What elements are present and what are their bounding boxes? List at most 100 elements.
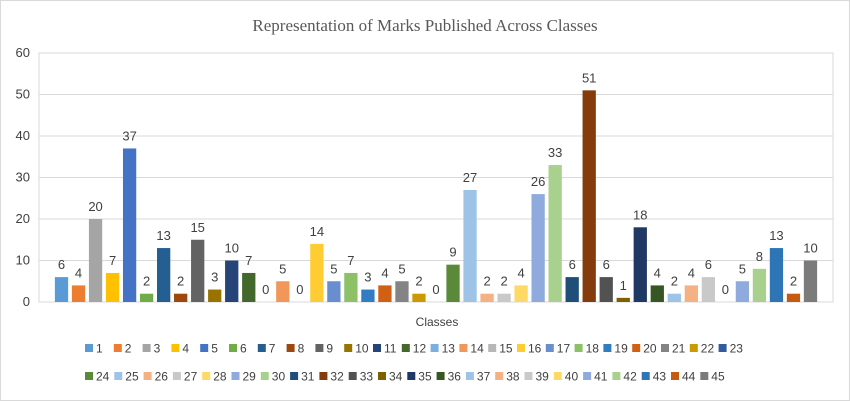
legend-item-9: 9 — [315, 342, 333, 356]
bar-series-4 — [105, 272, 120, 302]
bar-series-6 — [139, 293, 154, 302]
data-label-series-17: 5 — [330, 261, 337, 276]
legend-label: 39 — [536, 370, 550, 384]
legend-item-17: 17 — [545, 342, 571, 356]
legend-label: 30 — [272, 370, 286, 384]
y-tick-label: 20 — [16, 211, 30, 226]
legend-label: 4 — [182, 342, 189, 356]
bar-series-36 — [650, 285, 664, 302]
legend-label: 38 — [506, 370, 520, 384]
legend-item-39: 39 — [524, 370, 550, 384]
bar-series-34 — [616, 297, 630, 302]
legend-item-40: 40 — [553, 370, 578, 384]
chart-title: Representation of Marks Published Across… — [252, 16, 597, 35]
legend-swatch — [114, 372, 123, 380]
legend-swatch — [319, 372, 328, 380]
data-label-series-33: 6 — [603, 257, 610, 272]
legend-swatch — [459, 344, 468, 352]
data-label-series-10: 3 — [211, 270, 218, 285]
legend-item-10: 10 — [344, 342, 369, 356]
bar-series-2 — [71, 285, 86, 302]
legend-item-8: 8 — [286, 342, 305, 356]
legend-item-14: 14 — [459, 342, 484, 356]
data-label-series-41: 5 — [739, 261, 746, 276]
legend-swatch — [113, 344, 122, 352]
legend-swatch — [632, 344, 641, 352]
legend-swatch — [286, 344, 295, 352]
data-label-series-9: 15 — [190, 220, 204, 235]
legend-label: 26 — [155, 370, 169, 384]
legend-item-15: 15 — [488, 342, 513, 356]
legend-swatch — [436, 372, 445, 380]
legend-label: 22 — [701, 342, 715, 356]
legend-item-29: 29 — [231, 370, 256, 384]
legend-label: 12 — [413, 342, 427, 356]
data-label-series-25: 27 — [463, 170, 477, 185]
legend-item-1: 1 — [85, 342, 103, 356]
data-label-series-23: 0 — [432, 282, 439, 297]
legend-swatch — [378, 372, 386, 380]
data-label-series-27: 2 — [500, 274, 507, 289]
legend-swatch — [671, 372, 679, 380]
legend-item-13: 13 — [430, 342, 455, 356]
legend-label: 36 — [448, 370, 462, 384]
legend-item-3: 3 — [142, 342, 161, 356]
legend-label: 44 — [682, 370, 696, 384]
legend-label: 3 — [154, 342, 161, 356]
legend-swatch — [202, 372, 211, 380]
bars — [54, 90, 818, 302]
legend-item-24: 24 — [85, 370, 110, 384]
legend-label: 11 — [384, 342, 397, 356]
legend-item-31: 31 — [290, 370, 315, 384]
data-label-series-3: 20 — [88, 199, 102, 214]
legend-label: 23 — [730, 342, 744, 356]
data-label-series-37: 2 — [671, 274, 678, 289]
legend-label: 31 — [301, 370, 315, 384]
legend-item-5: 5 — [200, 342, 218, 356]
bar-series-28 — [514, 285, 528, 302]
data-label-series-42: 8 — [756, 249, 763, 264]
bar-series-1 — [54, 277, 69, 302]
legend-label: 28 — [213, 370, 227, 384]
data-label-series-2: 4 — [75, 265, 82, 280]
data-label-series-20: 4 — [381, 265, 388, 280]
legend-swatch — [488, 344, 497, 352]
legend-label: 15 — [499, 342, 513, 356]
data-label-series-44: 2 — [790, 274, 797, 289]
data-label-series-31: 6 — [569, 257, 576, 272]
legend-swatch — [142, 344, 151, 352]
legend-swatch — [430, 344, 439, 352]
data-label-series-6: 2 — [143, 274, 150, 289]
y-tick-label: 50 — [16, 87, 30, 102]
legend-swatch — [200, 344, 209, 352]
data-label-series-21: 5 — [398, 261, 405, 276]
legend-item-12: 12 — [401, 342, 427, 356]
bar-series-38 — [684, 285, 698, 302]
legend-item-11: 11 — [373, 342, 397, 356]
data-label-series-29: 26 — [531, 174, 545, 189]
legend-swatch — [344, 344, 353, 352]
bar-series-5 — [122, 148, 137, 302]
legend-item-27: 27 — [172, 370, 198, 384]
bar-series-33 — [599, 277, 613, 302]
legend-label: 17 — [557, 342, 571, 356]
legend-swatch — [171, 344, 180, 352]
legend-label: 25 — [125, 370, 139, 384]
bar-series-22 — [412, 293, 426, 302]
legend-swatch — [612, 372, 621, 380]
bar-series-8 — [174, 293, 188, 302]
legend-item-30: 30 — [260, 370, 286, 384]
legend-item-20: 20 — [632, 342, 657, 356]
legend-label: 20 — [643, 342, 657, 356]
legend-swatch — [290, 372, 299, 380]
legend-swatch — [545, 344, 554, 352]
data-label-series-22: 2 — [415, 274, 422, 289]
bar-series-35 — [633, 227, 647, 302]
bar-series-44 — [786, 293, 801, 302]
legend-label: 35 — [418, 370, 432, 384]
legend-swatch — [257, 344, 266, 352]
data-label-series-35: 18 — [633, 207, 647, 222]
